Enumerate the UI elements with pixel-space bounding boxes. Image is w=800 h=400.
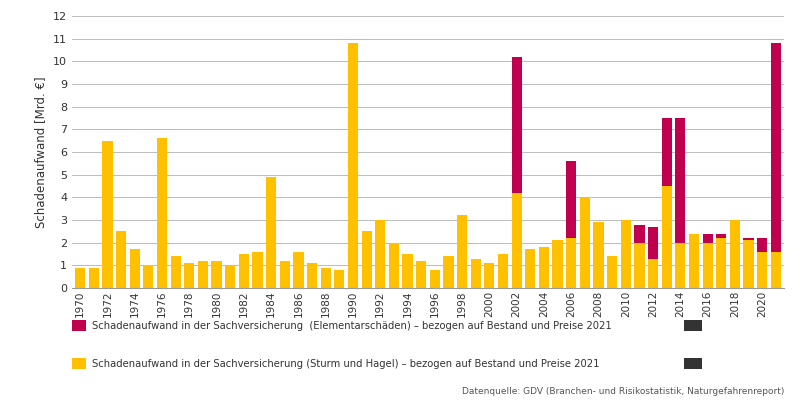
- Bar: [566, 161, 576, 238]
- Bar: [184, 263, 194, 288]
- Bar: [334, 270, 345, 288]
- Text: Schadenaufwand in der Sachversicherung  (Elementarschäden) – bezogen auf Bestand: Schadenaufwand in der Sachversicherung (…: [92, 321, 612, 331]
- Bar: [743, 238, 754, 240]
- Bar: [238, 254, 249, 288]
- Bar: [594, 222, 604, 288]
- Bar: [484, 263, 494, 288]
- Bar: [675, 118, 686, 243]
- Bar: [457, 216, 467, 288]
- Bar: [648, 258, 658, 288]
- Bar: [75, 268, 86, 288]
- Bar: [716, 234, 726, 238]
- Bar: [157, 138, 167, 288]
- Bar: [89, 268, 99, 288]
- Bar: [443, 256, 454, 288]
- Bar: [580, 197, 590, 288]
- Bar: [511, 57, 522, 193]
- Bar: [730, 220, 740, 288]
- Bar: [348, 43, 358, 288]
- Bar: [675, 243, 686, 288]
- Bar: [770, 252, 781, 288]
- Bar: [225, 265, 235, 288]
- Bar: [634, 243, 645, 288]
- Bar: [662, 186, 672, 288]
- Bar: [566, 238, 576, 288]
- Bar: [770, 43, 781, 252]
- Bar: [402, 254, 413, 288]
- Bar: [280, 261, 290, 288]
- Bar: [553, 240, 562, 288]
- Text: Schadenaufwand in der Sachversicherung (Sturm und Hagel) – bezogen auf Bestand u: Schadenaufwand in der Sachversicherung (…: [92, 359, 599, 369]
- Y-axis label: Schadenaufwand [Mrd. €]: Schadenaufwand [Mrd. €]: [34, 76, 47, 228]
- Bar: [607, 256, 618, 288]
- Bar: [416, 261, 426, 288]
- Bar: [498, 254, 508, 288]
- Bar: [116, 231, 126, 288]
- Bar: [170, 256, 181, 288]
- Bar: [525, 250, 535, 288]
- Bar: [211, 261, 222, 288]
- Bar: [198, 261, 208, 288]
- Bar: [621, 220, 631, 288]
- Bar: [648, 227, 658, 258]
- Bar: [702, 243, 713, 288]
- Bar: [689, 234, 699, 288]
- Bar: [266, 177, 276, 288]
- Bar: [716, 238, 726, 288]
- Bar: [634, 224, 645, 243]
- Bar: [375, 220, 386, 288]
- Text: Datenquelle: GDV (Branchen- und Risikostatistik, Naturgefahrenreport): Datenquelle: GDV (Branchen- und Risikost…: [462, 387, 784, 396]
- Bar: [743, 240, 754, 288]
- Bar: [539, 247, 549, 288]
- Bar: [321, 268, 331, 288]
- Bar: [294, 252, 303, 288]
- Bar: [252, 252, 262, 288]
- Bar: [130, 250, 140, 288]
- Bar: [389, 243, 399, 288]
- Bar: [307, 263, 317, 288]
- Bar: [362, 231, 372, 288]
- Bar: [143, 265, 154, 288]
- Bar: [757, 252, 767, 288]
- Bar: [470, 258, 481, 288]
- Bar: [757, 238, 767, 252]
- Bar: [511, 193, 522, 288]
- Bar: [662, 118, 672, 186]
- Bar: [102, 141, 113, 288]
- Bar: [430, 270, 440, 288]
- Bar: [702, 234, 713, 243]
